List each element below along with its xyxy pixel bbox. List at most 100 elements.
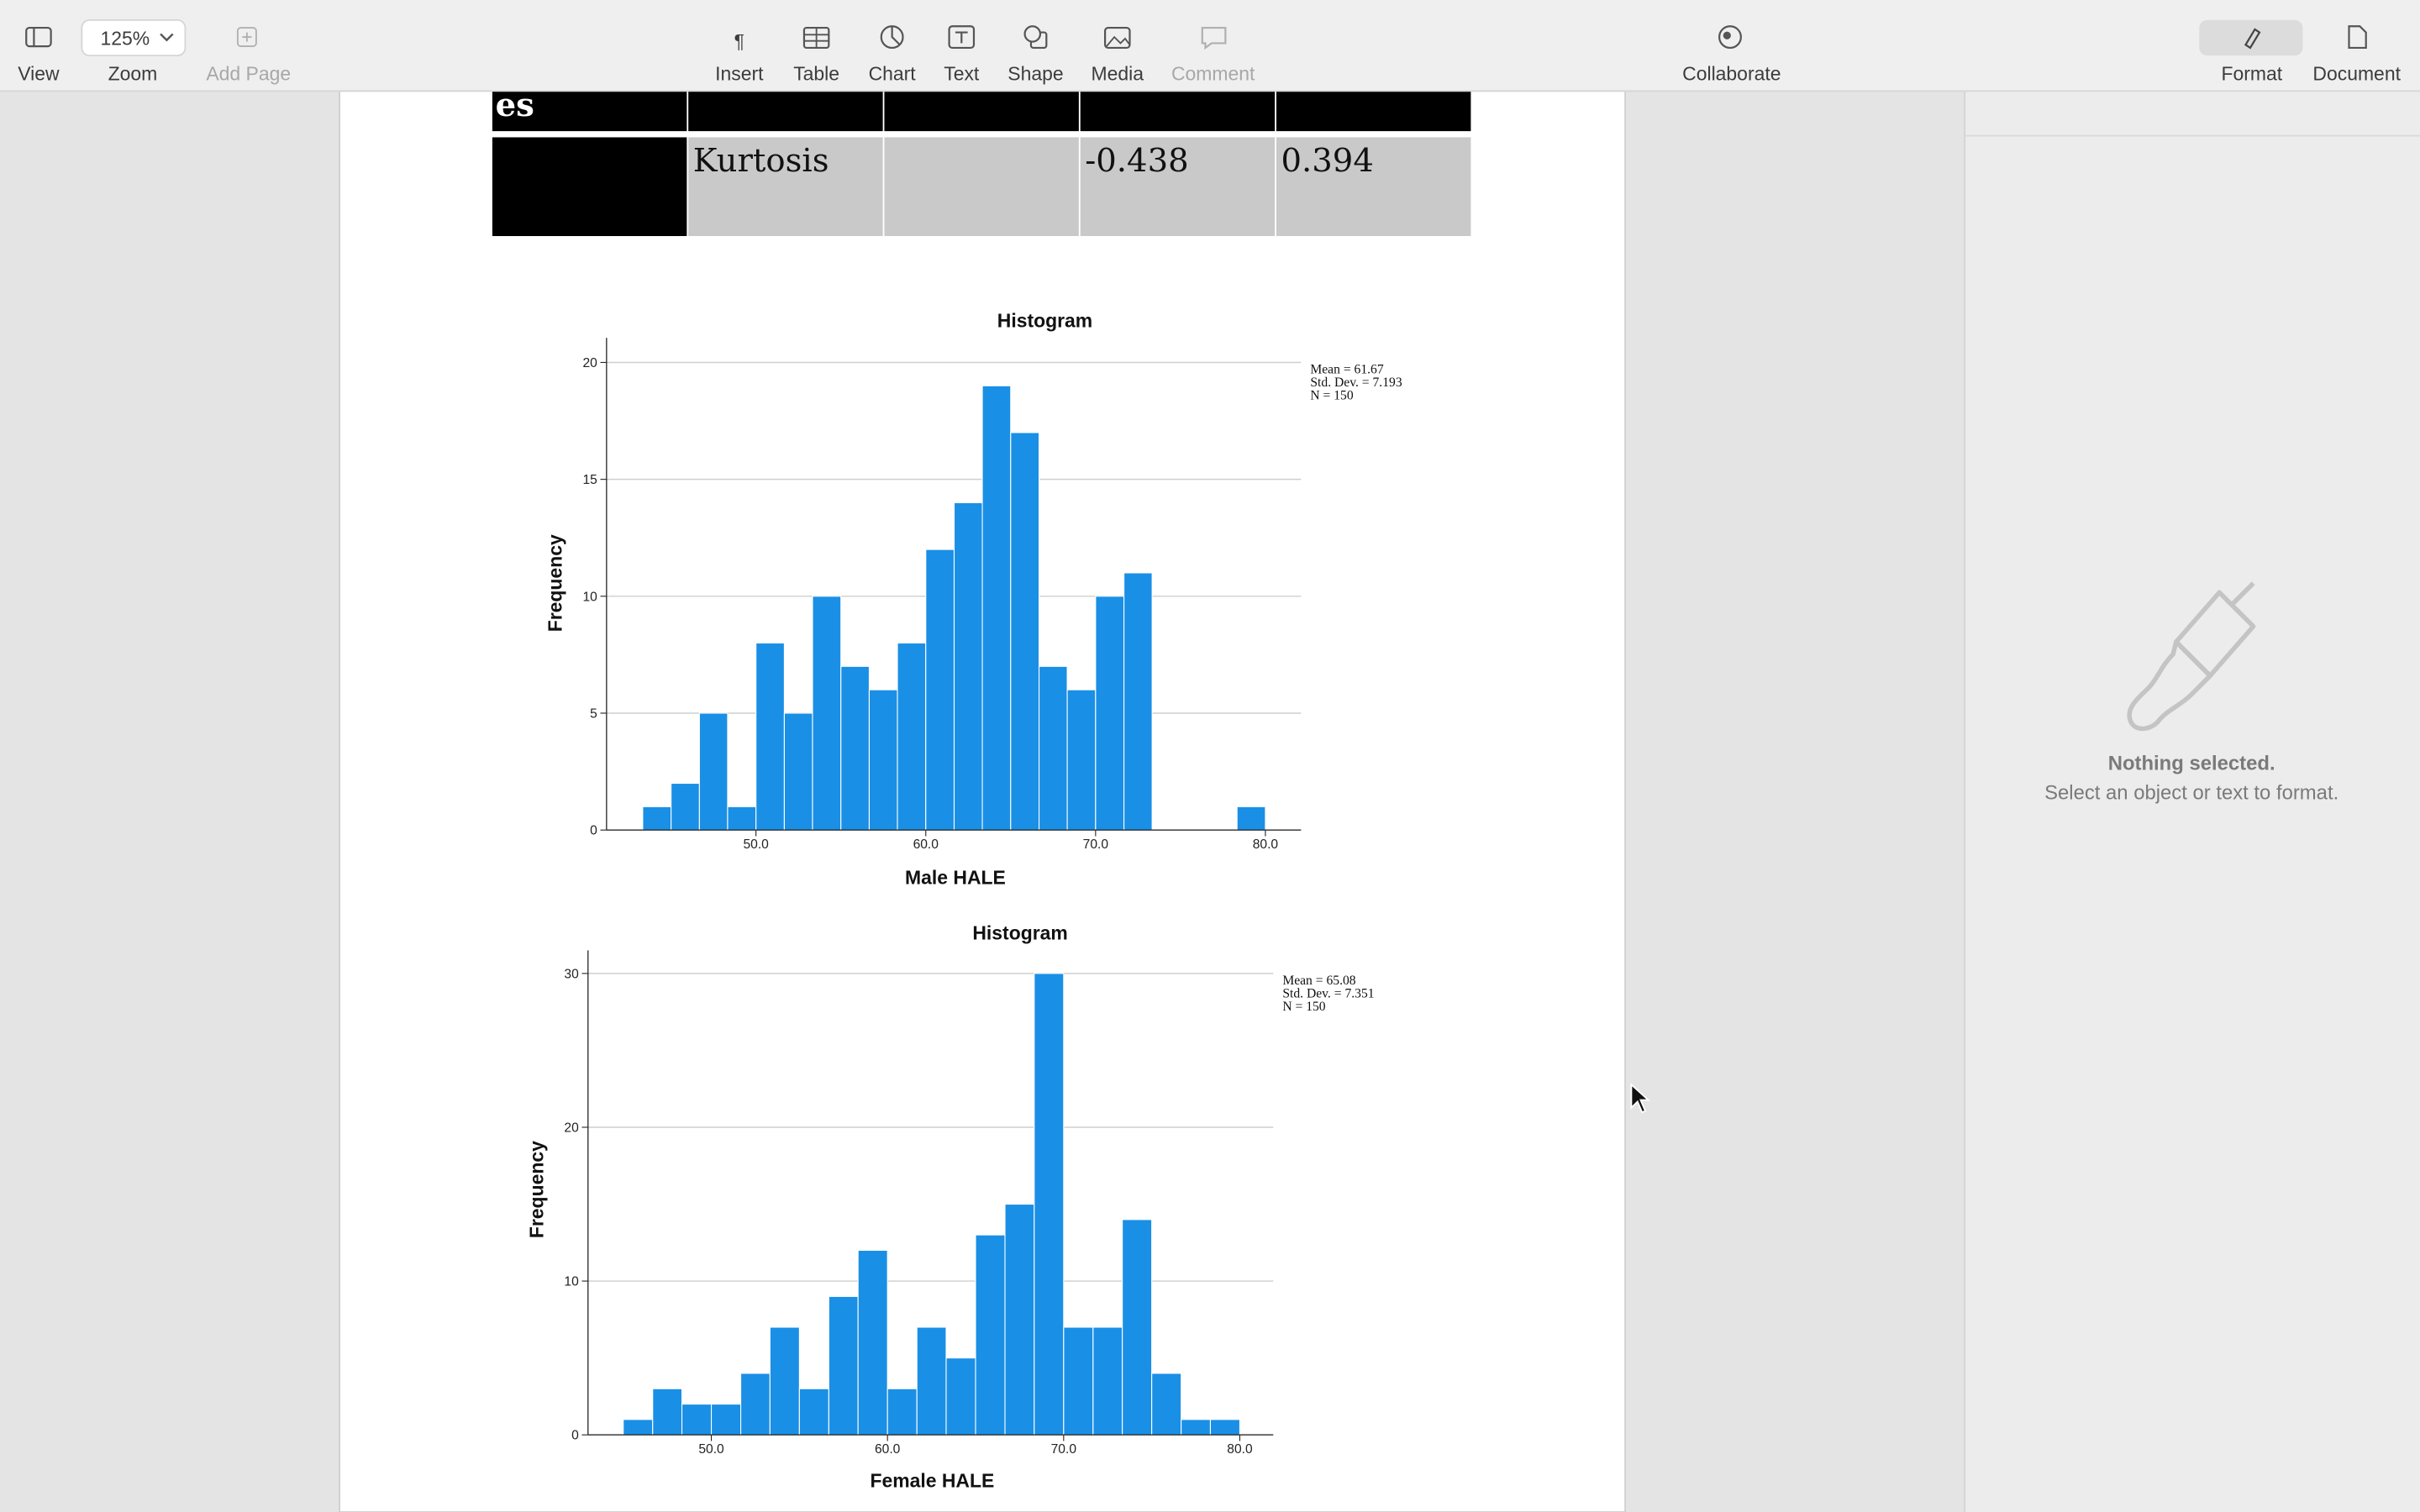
shape-icon <box>1023 25 1042 43</box>
y-tick-label: 10 <box>564 1275 579 1289</box>
table-cell-text: -0.438 <box>1085 142 1188 180</box>
text-button[interactable]: Text <box>944 25 980 85</box>
toolbar-label: Insert <box>715 63 764 85</box>
shape-button[interactable]: Shape <box>1007 25 1064 85</box>
add-page-icon <box>242 32 252 42</box>
histogram-bar <box>886 1388 918 1436</box>
y-tick-label: 10 <box>582 590 597 604</box>
histogram-bar <box>727 806 757 831</box>
document-button[interactable]: Document <box>2312 25 2402 85</box>
brush-icon <box>2127 581 2256 732</box>
table-button[interactable]: Table <box>793 26 839 85</box>
stats-text: N = 150 <box>1310 389 1353 403</box>
table-cell <box>884 137 1079 237</box>
chart-title: Histogram <box>997 309 1092 331</box>
histogram-bar <box>1122 1219 1153 1436</box>
view-icon <box>25 26 52 48</box>
toolbar-label: Comment <box>1171 63 1255 85</box>
y-tick-label: 0 <box>571 1429 579 1443</box>
y-axis-label: Frequency <box>544 534 566 632</box>
table-cell <box>492 91 687 132</box>
histogram-bar <box>975 1234 1006 1436</box>
format-button[interactable]: Format <box>2199 19 2303 85</box>
histogram-bar <box>1209 1419 1241 1436</box>
table-cell-text: 0.394 <box>1281 142 1373 180</box>
insert-button[interactable]: ¶ Insert <box>715 30 764 85</box>
insert-icon: ¶ <box>734 30 744 52</box>
x-tick-label: 60.0 <box>913 837 939 852</box>
histogram-bar <box>1038 665 1068 831</box>
zoom-button[interactable]: 125% Zoom <box>81 18 187 85</box>
toolbar-label: Media <box>1092 63 1144 85</box>
comment-button[interactable]: Comment <box>1171 26 1255 85</box>
histogram-chart: Histogram 0 5 10 15 20 50.0 60.0 70.0 80.0 Male HA… <box>544 309 1402 888</box>
y-tick-label: 15 <box>582 473 597 487</box>
x-tick-label: 80.0 <box>1227 1442 1253 1457</box>
table-cell <box>688 137 883 237</box>
histogram-bar <box>1034 973 1065 1436</box>
sidebar <box>1965 91 2420 1512</box>
y-tick-label: 0 <box>590 824 597 838</box>
histogram-bar <box>1095 596 1125 831</box>
y-tick-label: 5 <box>590 707 597 722</box>
toolbar-label: Document <box>2312 63 2401 85</box>
table-cell <box>1276 137 1471 237</box>
collaborate-icon <box>1723 31 1731 39</box>
toolbar-label: Format <box>2221 63 2282 85</box>
table-cell <box>884 91 1079 132</box>
chart-icon <box>891 26 901 46</box>
table-cell-text: es <box>496 87 534 124</box>
histogram-bar <box>1181 1419 1212 1436</box>
media-icon <box>1104 26 1131 50</box>
media-icon <box>1106 35 1131 47</box>
toolbar-label: Chart <box>869 63 917 85</box>
stats-text: N = 150 <box>1282 1000 1325 1014</box>
histogram-bar <box>1066 689 1097 831</box>
histogram-bar <box>671 782 700 831</box>
zoom-chevron <box>160 33 174 42</box>
histogram-bar <box>1123 572 1153 831</box>
histogram-bar <box>945 1357 976 1436</box>
collaborate-icon <box>1718 25 1742 50</box>
table-icon <box>803 28 829 48</box>
x-tick-label: 50.0 <box>698 1442 724 1457</box>
chart-button[interactable]: Chart <box>869 25 917 85</box>
charts: Histogram 0 5 10 15 20 50.0 60.0 70.0 80.0 Male HA… <box>526 309 1402 1491</box>
collaborate-button[interactable]: Collaborate <box>1682 25 1781 85</box>
histogram-bar <box>1004 1203 1035 1436</box>
text-icon <box>955 31 968 44</box>
chart-title: Histogram <box>972 922 1067 944</box>
table-cell <box>1080 137 1276 237</box>
histogram-bar <box>828 1295 859 1436</box>
zoom-box <box>81 18 187 57</box>
histogram-bar <box>916 1326 947 1436</box>
table: es Kurtosis -0.438 0.394 <box>492 87 1471 237</box>
x-tick-label: 50.0 <box>743 837 769 852</box>
comment-icon <box>1201 26 1227 50</box>
histogram-bar <box>755 642 785 831</box>
media-button[interactable]: Media <box>1092 26 1144 85</box>
histogram-bar <box>783 712 813 831</box>
sidebar-heading: Nothing selected. <box>2108 753 2275 775</box>
x-axis-label: Female HALE <box>870 1470 994 1492</box>
text-icon <box>948 25 976 50</box>
histogram-bar <box>769 1326 800 1436</box>
toolbar-label: Add Page <box>206 63 291 85</box>
toolbar-label: Shape <box>1007 63 1063 85</box>
format-icon <box>2244 28 2261 50</box>
toolbar-label: Collaborate <box>1682 63 1781 85</box>
toolbar-label: Table <box>793 63 839 85</box>
histogram-bar <box>681 1403 713 1436</box>
histogram-bar <box>953 501 983 831</box>
histogram-chart: Histogram 0 10 20 30 50.0 60.0 70.0 80.0 Female H… <box>526 922 1375 1492</box>
view-button[interactable]: View <box>18 26 60 85</box>
document-icon <box>2348 25 2367 50</box>
add-page-button[interactable]: Add Page <box>206 27 291 85</box>
stats-text: Std. Dev. = 7.351 <box>1282 986 1374 1000</box>
x-tick-label: 60.0 <box>875 1442 901 1457</box>
histogram-bar <box>1236 806 1266 831</box>
toolbar-label: Text <box>944 63 980 85</box>
sidebar-hint: Select an object or text to format. <box>2044 781 2338 804</box>
histogram-bar <box>840 665 871 831</box>
